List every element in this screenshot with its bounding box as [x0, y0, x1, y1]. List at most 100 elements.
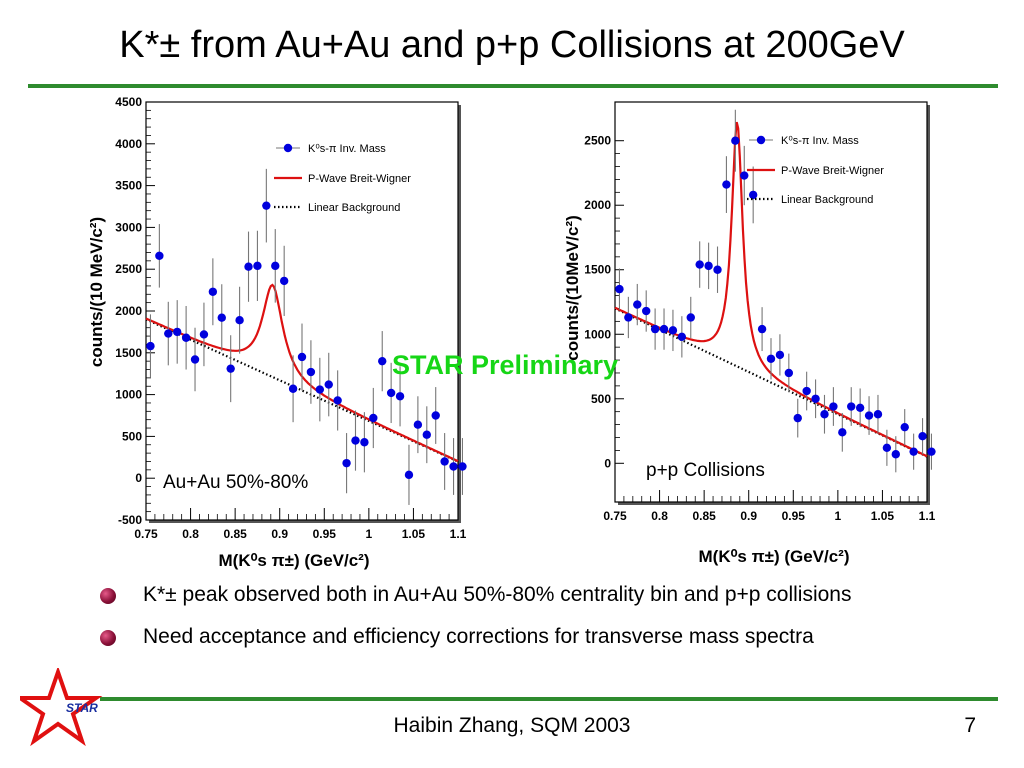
data-point	[395, 392, 405, 401]
y-tick-label: 4000	[115, 137, 142, 151]
x-tick-label: 0.75	[603, 509, 627, 523]
bullet-text: Need acceptance and efficiency correctio…	[143, 625, 814, 648]
data-point	[722, 180, 731, 189]
x-axis-label: M(K⁰s π±) (GeV/c²)	[699, 547, 850, 566]
data-point	[766, 354, 776, 363]
data-point	[633, 300, 642, 309]
data-point	[288, 384, 298, 393]
data-point	[624, 313, 633, 322]
data-point	[199, 330, 209, 339]
data-point	[731, 136, 740, 145]
title-divider	[28, 84, 998, 88]
data-point	[404, 470, 414, 480]
legend-point-marker	[283, 143, 293, 153]
auau-plot: -500 0 500 1000 1500 2000 2500 3000 3500 4000 4500…	[70, 92, 490, 582]
data-point	[650, 324, 660, 334]
data-point	[279, 276, 289, 286]
x-tick-label: 1	[366, 527, 373, 541]
background-line	[614, 307, 928, 458]
data-point	[811, 394, 820, 403]
data-point	[458, 462, 467, 471]
star-preliminary-label: STAR Preliminary	[392, 350, 619, 380]
data-point	[855, 403, 865, 413]
data-point	[829, 402, 838, 411]
x-tick-label: 1.1	[450, 527, 467, 541]
data-point	[244, 262, 253, 271]
data-point	[864, 411, 874, 420]
data-point	[164, 329, 173, 338]
y-tick-label: 0	[135, 471, 142, 485]
data-point	[873, 410, 883, 419]
data-point	[802, 386, 811, 396]
data-point	[909, 447, 918, 456]
data-point	[900, 422, 909, 432]
y-tick-label: 1000	[584, 327, 611, 341]
pp-chart-svg: 0 500 1000 1500 2000 2500 0.75 0.8 0.85 0.9 0.95 1 1…	[563, 101, 936, 566]
logo-text: STAR	[66, 701, 98, 715]
data-point	[891, 450, 900, 459]
data-point	[155, 251, 164, 261]
y-tick-label: -500	[118, 513, 142, 527]
data-point	[431, 411, 440, 420]
data-point	[146, 341, 155, 351]
data-point	[449, 462, 458, 471]
data-point	[918, 431, 927, 441]
data-point	[324, 380, 333, 389]
data-point	[369, 413, 378, 423]
data-point	[271, 261, 280, 271]
data-point	[713, 265, 722, 274]
data-point	[378, 356, 387, 366]
data-point	[315, 385, 325, 394]
data-point	[820, 410, 829, 419]
y-tick-label: 4500	[115, 95, 142, 109]
data-point	[677, 332, 687, 342]
y-tick-label: 1500	[584, 263, 611, 277]
bullet-list: K*± peak observed both in Au+Au 50%-80% …	[100, 580, 1010, 664]
data-point	[784, 368, 794, 378]
y-tick-label: 3000	[115, 220, 142, 234]
data-point	[306, 367, 316, 377]
x-tick-label: 0.95	[313, 527, 337, 541]
bullet-item: K*± peak observed both in Au+Au 50%-80% …	[100, 580, 1010, 622]
data-point	[668, 326, 678, 335]
x-tick-label: 0.8	[651, 509, 668, 523]
y-axis-label: counts/(10MeV/c²)	[563, 215, 582, 360]
data-point	[740, 171, 749, 180]
data-point	[793, 413, 802, 423]
data-point	[226, 364, 235, 373]
x-tick-label: 1.05	[402, 527, 426, 541]
data-point	[847, 402, 856, 411]
x-tick-label: 0.9	[271, 527, 288, 541]
plot-frame	[614, 101, 928, 503]
bullet-dot-icon	[100, 630, 116, 646]
data-point	[695, 260, 704, 269]
data-point	[351, 436, 360, 445]
x-tick-label: 1.05	[871, 509, 895, 523]
auau-chart-svg: -500 0 500 1000 1500 2000 2500 3000 3500 4000 4500…	[87, 95, 467, 570]
plot-frame	[145, 101, 459, 521]
y-tick-label: 1500	[115, 346, 142, 360]
x-axis-label: M(K⁰s π±) (GeV/c²)	[219, 551, 370, 570]
y-tick-label: 0	[604, 456, 611, 470]
data-point	[704, 261, 713, 271]
data-point	[615, 284, 624, 294]
y-tick-label: 1000	[115, 388, 142, 402]
data-point	[235, 315, 244, 325]
pp-plot: 0 500 1000 1500 2000 2500 0.75 0.8 0.85 0.9 0.95 1 1…	[548, 92, 948, 582]
legend-label: K⁰s-π Inv. Mass	[308, 143, 386, 155]
legend-label: P-Wave Breit-Wigner	[308, 173, 411, 185]
data-point	[190, 355, 200, 364]
y-tick-label: 2500	[115, 262, 142, 276]
y-tick-label: 2000	[115, 304, 142, 318]
data-point	[413, 420, 423, 429]
bullet-dot-icon	[100, 588, 116, 604]
data-point	[659, 324, 669, 334]
y-tick-label: 500	[122, 429, 142, 443]
data-point	[748, 190, 758, 200]
y-tick-label: 2000	[584, 198, 611, 212]
data-point	[440, 457, 449, 466]
x-tick-label: 0.8	[182, 527, 199, 541]
x-tick-label: 0.9	[740, 509, 757, 523]
data-point	[297, 352, 307, 362]
data-point	[686, 313, 695, 322]
